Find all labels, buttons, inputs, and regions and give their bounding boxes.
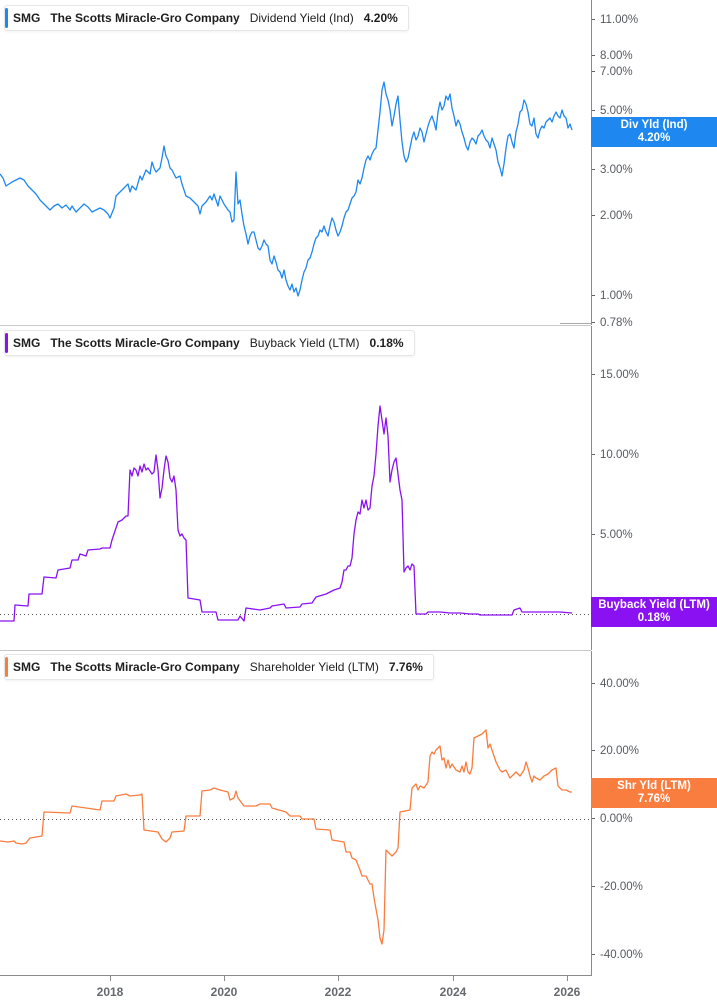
shareholder-yield-legend[interactable]: SMG The Scotts Miracle-Gro Company Share… (4, 654, 434, 680)
y-tick-label: 8.00% (592, 49, 633, 63)
series-color-swatch (5, 333, 8, 353)
panel-divider (0, 650, 591, 651)
y-tick-label: 3.00% (592, 163, 633, 177)
y-tick-label: 40.00% (592, 677, 639, 691)
buyback-yield-legend[interactable]: SMG The Scotts Miracle-Gro Company Buyba… (4, 330, 415, 356)
shareholder-yield-line (0, 729, 572, 945)
y-tick-label: -20.00% (592, 880, 643, 894)
legend-company: The Scotts Miracle-Gro Company (50, 336, 240, 350)
y-tick-label: 0.00% (592, 812, 633, 826)
badge-value: 7.76% (637, 793, 671, 805)
badge-label: Buyback Yield (LTM) (598, 599, 710, 611)
y-axis-line (591, 326, 592, 650)
buyback-yield-badge: Buyback Yield (LTM) 0.18% (591, 597, 717, 627)
buyback-yield-line (0, 405, 573, 622)
x-axis-line (0, 975, 592, 976)
x-tick (567, 976, 568, 981)
x-tick-label: 2022 (324, 985, 352, 999)
legend-metric: Shareholder Yield (LTM) (249, 660, 379, 674)
legend-metric: Buyback Yield (LTM) (249, 336, 360, 350)
y-tick-label: 0.78% (592, 316, 633, 330)
x-tick-label: 2020 (210, 985, 238, 999)
dividend-yield-legend[interactable]: SMG The Scotts Miracle-Gro Company Divid… (4, 5, 409, 31)
y-tick-label: 7.00% (592, 65, 633, 79)
y-tick-label: 11.00% (592, 13, 638, 27)
dividend-yield-panel: SMG The Scotts Miracle-Gro Company Divid… (0, 0, 717, 325)
y-axis-line (591, 0, 592, 325)
x-tick (224, 976, 225, 981)
legend-ticker: SMG (13, 336, 41, 350)
y-axis-line (591, 651, 592, 976)
y-tick-label: -40.00% (592, 948, 643, 962)
legend-value: 0.18% (369, 336, 404, 350)
legend-value: 7.76% (388, 660, 423, 674)
legend-ticker: SMG (13, 660, 41, 674)
badge-value: 0.18% (637, 612, 671, 624)
badge-label: Div Yld (Ind) (620, 119, 688, 131)
y-tick-label: 2.00% (592, 209, 633, 223)
x-tick (110, 976, 111, 981)
panel-divider (0, 325, 591, 326)
x-tick-label: 2026 (553, 985, 581, 999)
x-tick-label: 2018 (96, 985, 124, 999)
legend-company: The Scotts Miracle-Gro Company (50, 11, 240, 25)
y-tick-label: 5.00% (592, 104, 633, 118)
legend-value: 4.20% (363, 11, 398, 25)
badge-value: 4.20% (637, 132, 671, 144)
y-tick-label: 20.00% (592, 744, 639, 758)
x-tick (453, 976, 454, 981)
legend-ticker: SMG (13, 11, 41, 25)
x-tick (338, 976, 339, 981)
buyback-yield-panel: SMG The Scotts Miracle-Gro Company Buyba… (0, 326, 717, 650)
shareholder-yield-badge: Shr Yld (LTM) 7.76% (591, 778, 717, 808)
y-tick-label: 5.00% (592, 528, 633, 542)
legend-company: The Scotts Miracle-Gro Company (50, 660, 240, 674)
min-marker-line (560, 323, 591, 324)
dividend-yield-badge: Div Yld (Ind) 4.20% (591, 117, 717, 147)
shareholder-yield-panel: SMG The Scotts Miracle-Gro Company Share… (0, 651, 717, 975)
y-tick-label: 1.00% (592, 289, 633, 303)
legend-metric: Dividend Yield (Ind) (249, 11, 354, 25)
series-color-swatch (5, 8, 8, 28)
series-color-swatch (5, 657, 8, 677)
plot-area (0, 81, 591, 945)
x-tick-label: 2024 (439, 985, 467, 999)
y-tick-label: 15.00% (592, 368, 639, 382)
dividend-yield-line (0, 81, 573, 297)
badge-label: Shr Yld (LTM) (617, 780, 691, 792)
y-tick-label: 10.00% (592, 448, 639, 462)
